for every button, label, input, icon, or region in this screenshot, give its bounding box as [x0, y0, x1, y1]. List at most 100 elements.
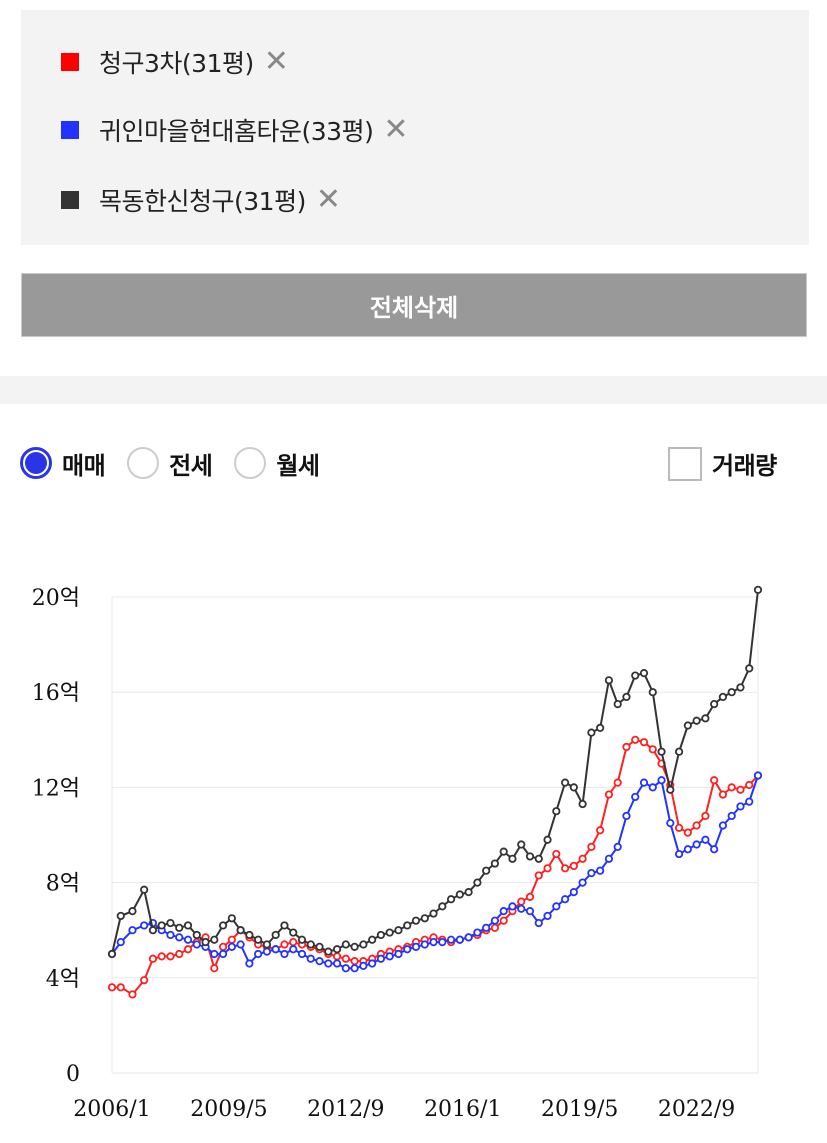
delete-all-button[interactable]: 전체삭제 — [21, 273, 807, 337]
close-icon[interactable]: ✕ — [263, 44, 289, 79]
data-point — [245, 930, 254, 940]
data-point — [578, 878, 587, 887]
series-color-swatch — [61, 191, 79, 209]
data-point — [718, 692, 728, 702]
data-point — [315, 942, 324, 951]
data-point — [175, 949, 184, 959]
data-point — [455, 890, 464, 899]
data-point — [525, 907, 535, 916]
data-point — [683, 845, 692, 854]
x-tick-label: 2009/5 — [190, 1097, 267, 1122]
data-point — [674, 849, 684, 859]
data-point — [648, 745, 657, 754]
data-point — [710, 776, 719, 785]
data-point — [289, 937, 298, 947]
data-point — [350, 964, 359, 973]
data-point — [490, 923, 500, 932]
compare-list: 청구3차(31평) ✕ 귀인마을현대홈타운(33평) ✕ 목동한신청구(31평)… — [21, 10, 809, 245]
data-point — [543, 864, 552, 873]
close-icon[interactable]: ✕ — [383, 112, 408, 147]
data-point — [236, 926, 245, 935]
series-line — [111, 589, 759, 955]
radio-unselected-icon[interactable] — [234, 447, 267, 479]
data-point — [596, 826, 605, 835]
data-point — [604, 676, 614, 685]
data-point — [473, 928, 482, 937]
data-point — [385, 952, 394, 961]
data-point — [745, 664, 754, 673]
data-point — [622, 811, 631, 821]
data-point — [613, 700, 622, 709]
data-point — [587, 728, 596, 737]
data-point — [736, 785, 745, 794]
checkbox-icon[interactable] — [668, 446, 702, 481]
compare-item: 귀인마을현대홈타운(33평) ✕ — [61, 110, 408, 150]
data-point — [289, 945, 298, 954]
data-point — [569, 888, 578, 897]
data-point — [701, 714, 710, 723]
data-point — [140, 921, 149, 930]
volume-toggle[interactable]: 거래량 — [668, 446, 777, 481]
data-point — [262, 940, 272, 949]
data-point — [604, 854, 614, 863]
y-tick-label: 8억 — [46, 872, 80, 897]
data-point — [280, 940, 289, 949]
data-point — [499, 916, 508, 925]
data-point — [657, 776, 666, 785]
data-point — [683, 828, 692, 837]
data-point — [569, 861, 578, 871]
data-point — [192, 930, 201, 940]
data-point — [420, 940, 429, 949]
data-point — [332, 952, 342, 961]
data-point — [227, 942, 236, 951]
y-tick-label: 16억 — [32, 681, 80, 706]
data-point — [674, 747, 684, 756]
data-point — [604, 790, 614, 799]
data-point — [140, 885, 149, 894]
data-point — [107, 949, 117, 959]
compare-item-label: 귀인마을현대홈타운(33평) — [99, 117, 374, 146]
data-point — [639, 738, 649, 747]
data-point — [420, 914, 429, 923]
data-point — [227, 935, 236, 944]
data-point — [745, 780, 754, 790]
radio-unselected-icon[interactable] — [127, 447, 160, 479]
data-point — [183, 935, 193, 944]
data-point — [534, 854, 543, 863]
data-point — [543, 911, 552, 921]
radio-selected-icon[interactable] — [20, 447, 52, 479]
compare-item-label: 청구3차(31평) — [99, 49, 254, 78]
y-tick-label: 20억 — [32, 586, 80, 611]
data-point — [464, 888, 473, 897]
data-point — [560, 778, 570, 787]
data-point — [376, 954, 386, 963]
close-icon[interactable]: ✕ — [315, 182, 341, 217]
radio-label: 매매 — [62, 451, 106, 480]
x-tick-label: 2019/5 — [541, 1097, 618, 1122]
series-color-swatch — [61, 121, 79, 139]
data-point — [306, 940, 315, 949]
data-point — [394, 926, 403, 935]
data-point — [183, 921, 193, 930]
radio-option-jeonse[interactable]: 전세 — [127, 446, 213, 481]
data-point — [280, 921, 289, 930]
data-point — [482, 923, 491, 932]
data-point — [157, 952, 166, 961]
data-point — [631, 792, 640, 802]
data-point — [289, 928, 298, 937]
data-point — [341, 964, 350, 973]
data-point — [128, 907, 137, 916]
data-point — [718, 821, 728, 830]
data-point — [692, 716, 701, 725]
data-point — [473, 878, 482, 887]
data-point — [218, 942, 228, 951]
section-divider — [0, 376, 827, 404]
data-point — [148, 926, 158, 935]
radio-option-monthly[interactable]: 월세 — [234, 446, 320, 481]
data-point — [324, 947, 333, 956]
radio-option-sale[interactable]: 매매 — [20, 446, 106, 481]
data-point — [376, 930, 386, 940]
data-point — [350, 942, 359, 951]
compare-item: 목동한신청구(31평) ✕ — [61, 180, 341, 220]
data-point — [166, 918, 175, 928]
